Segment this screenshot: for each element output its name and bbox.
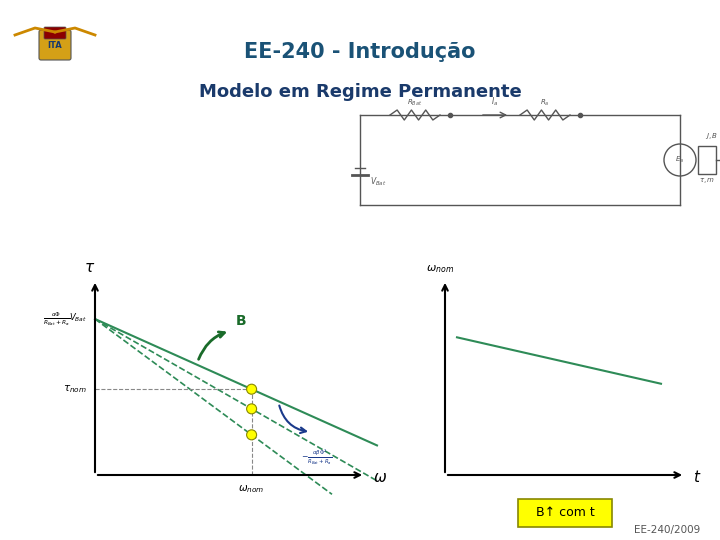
Circle shape — [246, 430, 256, 440]
Text: EE-240/2009: EE-240/2009 — [634, 525, 700, 535]
Text: ITA: ITA — [48, 40, 63, 50]
Text: $\omega_{nom}$: $\omega_{nom}$ — [426, 263, 454, 275]
Text: B↑ com t: B↑ com t — [536, 507, 595, 519]
Text: $R_{Bat}$: $R_{Bat}$ — [408, 98, 423, 108]
Text: Modelo em Regime Permanente: Modelo em Regime Permanente — [199, 83, 521, 101]
FancyBboxPatch shape — [518, 499, 612, 527]
Text: $\tau$: $\tau$ — [84, 260, 96, 275]
Circle shape — [246, 384, 256, 394]
Text: $\frac{\alpha\Phi}{R_{Bat}+R_a}V_{Bat}$: $\frac{\alpha\Phi}{R_{Bat}+R_a}V_{Bat}$ — [43, 310, 87, 328]
Text: $J, B$: $J, B$ — [706, 131, 719, 141]
Text: $\omega$: $\omega$ — [373, 469, 387, 484]
Text: $-\frac{\alpha\beta\Phi^2}{R_{Bat}+R_a}$: $-\frac{\alpha\beta\Phi^2}{R_{Bat}+R_a}$ — [301, 448, 332, 467]
Text: $\omega_{nom}$: $\omega_{nom}$ — [238, 483, 265, 495]
Text: $E_a$: $E_a$ — [675, 155, 685, 165]
Text: $t$: $t$ — [693, 469, 701, 485]
Text: $\tau, m$: $\tau, m$ — [699, 176, 715, 185]
Text: $V_{Bat}$: $V_{Bat}$ — [370, 176, 387, 188]
FancyBboxPatch shape — [44, 27, 66, 39]
Bar — [698, 146, 716, 174]
Text: B: B — [235, 314, 246, 328]
Text: $\tau_{nom}$: $\tau_{nom}$ — [63, 383, 87, 395]
Text: $R_a$: $R_a$ — [540, 98, 550, 108]
FancyBboxPatch shape — [39, 30, 71, 60]
Text: $I_a$: $I_a$ — [492, 96, 498, 109]
Text: EE-240 - Introdução: EE-240 - Introdução — [244, 42, 476, 62]
Circle shape — [246, 404, 256, 414]
